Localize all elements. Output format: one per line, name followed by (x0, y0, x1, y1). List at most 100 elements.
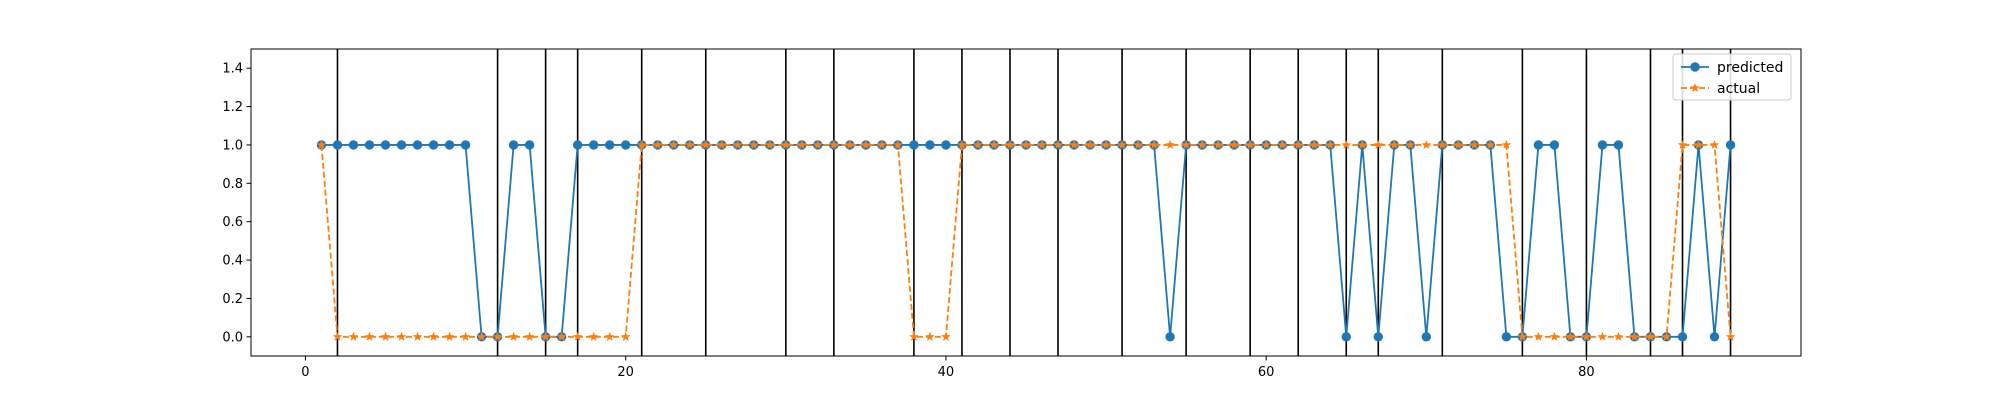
data-point-predicted (1373, 332, 1383, 342)
y-axis: 0.0 0.2 0.4 0.6 0.8 1.0 1.2 1.4 (222, 62, 251, 345)
legend-marker-predicted (1690, 62, 1700, 72)
data-point-actual (476, 331, 487, 341)
data-point-predicted (1549, 140, 1560, 150)
data-point-predicted (1341, 332, 1351, 342)
data-point-predicted (508, 140, 519, 150)
data-point-actual (396, 331, 407, 341)
data-point-predicted (604, 140, 615, 150)
data-point-actual (1085, 139, 1095, 149)
data-point-actual (668, 139, 679, 149)
data-point-actual (941, 331, 951, 341)
data-point-actual (1549, 331, 1560, 341)
data-point-actual (797, 139, 807, 149)
data-point-actual (524, 331, 535, 341)
data-point-actual (1613, 331, 1624, 341)
data-point-actual (1533, 331, 1544, 341)
data-point-actual (957, 139, 967, 149)
data-point-actual (540, 331, 551, 341)
x-tick-label: 80 (1578, 365, 1595, 380)
data-point-actual (813, 139, 823, 149)
data-point-predicted (524, 140, 535, 150)
y-tick-label: 1.4 (222, 62, 243, 77)
data-point-actual (1261, 139, 1271, 149)
data-point-actual (893, 139, 903, 149)
data-point-actual (861, 139, 871, 149)
data-point-actual (460, 331, 471, 341)
x-tick-label: 0 (301, 365, 309, 380)
data-point-actual (733, 139, 743, 149)
legend-label-actual: actual (1717, 81, 1760, 97)
data-point-actual (1453, 139, 1464, 149)
x-tick-label: 40 (938, 365, 955, 380)
data-point-actual (845, 139, 855, 149)
data-point-actual (1245, 139, 1255, 149)
data-point-actual (1069, 139, 1079, 149)
data-point-predicted (332, 140, 343, 150)
data-point-predicted (460, 140, 471, 150)
data-point-actual (1341, 139, 1351, 149)
data-point-actual (1101, 139, 1111, 149)
data-point-actual (701, 139, 711, 149)
data-point-predicted (428, 140, 439, 150)
data-point-actual (1005, 139, 1015, 149)
data-point-actual (781, 139, 791, 149)
data-point-actual (572, 331, 583, 341)
data-point-actual (1149, 139, 1159, 149)
data-point-actual (652, 139, 663, 149)
y-tick-label: 0.8 (222, 177, 243, 192)
data-point-actual (316, 139, 327, 149)
data-point-actual (909, 331, 919, 341)
data-point-actual (1405, 139, 1416, 149)
data-point-predicted (588, 140, 599, 150)
data-point-actual (749, 139, 759, 149)
data-point-actual (556, 331, 567, 341)
data-point-actual (1581, 331, 1592, 341)
y-tick-label: 1.2 (222, 100, 243, 115)
data-point-actual (1469, 139, 1480, 149)
data-point-actual (1725, 331, 1736, 341)
data-point-actual (1165, 139, 1175, 149)
data-point-actual (1693, 139, 1704, 149)
plot-frame (250, 48, 1802, 357)
x-tick-label: 20 (617, 365, 634, 380)
data-point-actual (1597, 331, 1608, 341)
x-axis: 0 20 40 60 80 (301, 356, 1595, 380)
data-point-actual (1053, 139, 1063, 149)
data-point-actual (925, 331, 935, 341)
y-tick-label: 0.6 (222, 215, 243, 230)
data-point-actual (684, 139, 695, 149)
data-point-actual (492, 331, 503, 341)
data-point-actual (1325, 139, 1335, 149)
data-point-predicted (1597, 140, 1608, 150)
data-point-actual (1645, 331, 1656, 341)
data-point-predicted (444, 140, 455, 150)
data-point-actual (1661, 331, 1672, 341)
data-point-actual (1709, 139, 1720, 149)
data-point-actual (1037, 139, 1047, 149)
data-point-actual (620, 331, 631, 341)
data-point-actual (348, 331, 359, 341)
data-point-actual (1197, 139, 1207, 149)
y-tick-label: 0.0 (222, 330, 243, 345)
data-point-actual (508, 331, 519, 341)
data-point-predicted (572, 140, 583, 150)
data-point-actual (1437, 139, 1448, 149)
data-point-actual (1389, 139, 1400, 149)
data-point-actual (1373, 139, 1384, 149)
data-point-actual (412, 331, 423, 341)
data-point-actual (332, 331, 343, 341)
data-point-predicted (1613, 140, 1624, 150)
data-point-predicted (1677, 332, 1688, 342)
legend: predicted actual (1672, 53, 1792, 101)
data-point-actual (1293, 139, 1303, 149)
data-point-predicted (941, 140, 951, 150)
data-point-predicted (412, 140, 423, 150)
y-tick-label: 0.4 (222, 254, 243, 269)
data-point-predicted (364, 140, 375, 150)
data-point-actual (604, 331, 615, 341)
data-point-predicted (1421, 332, 1432, 342)
data-point-predicted (925, 140, 935, 150)
vertical-lines (336, 49, 1732, 356)
x-tick-label: 60 (1258, 365, 1275, 380)
